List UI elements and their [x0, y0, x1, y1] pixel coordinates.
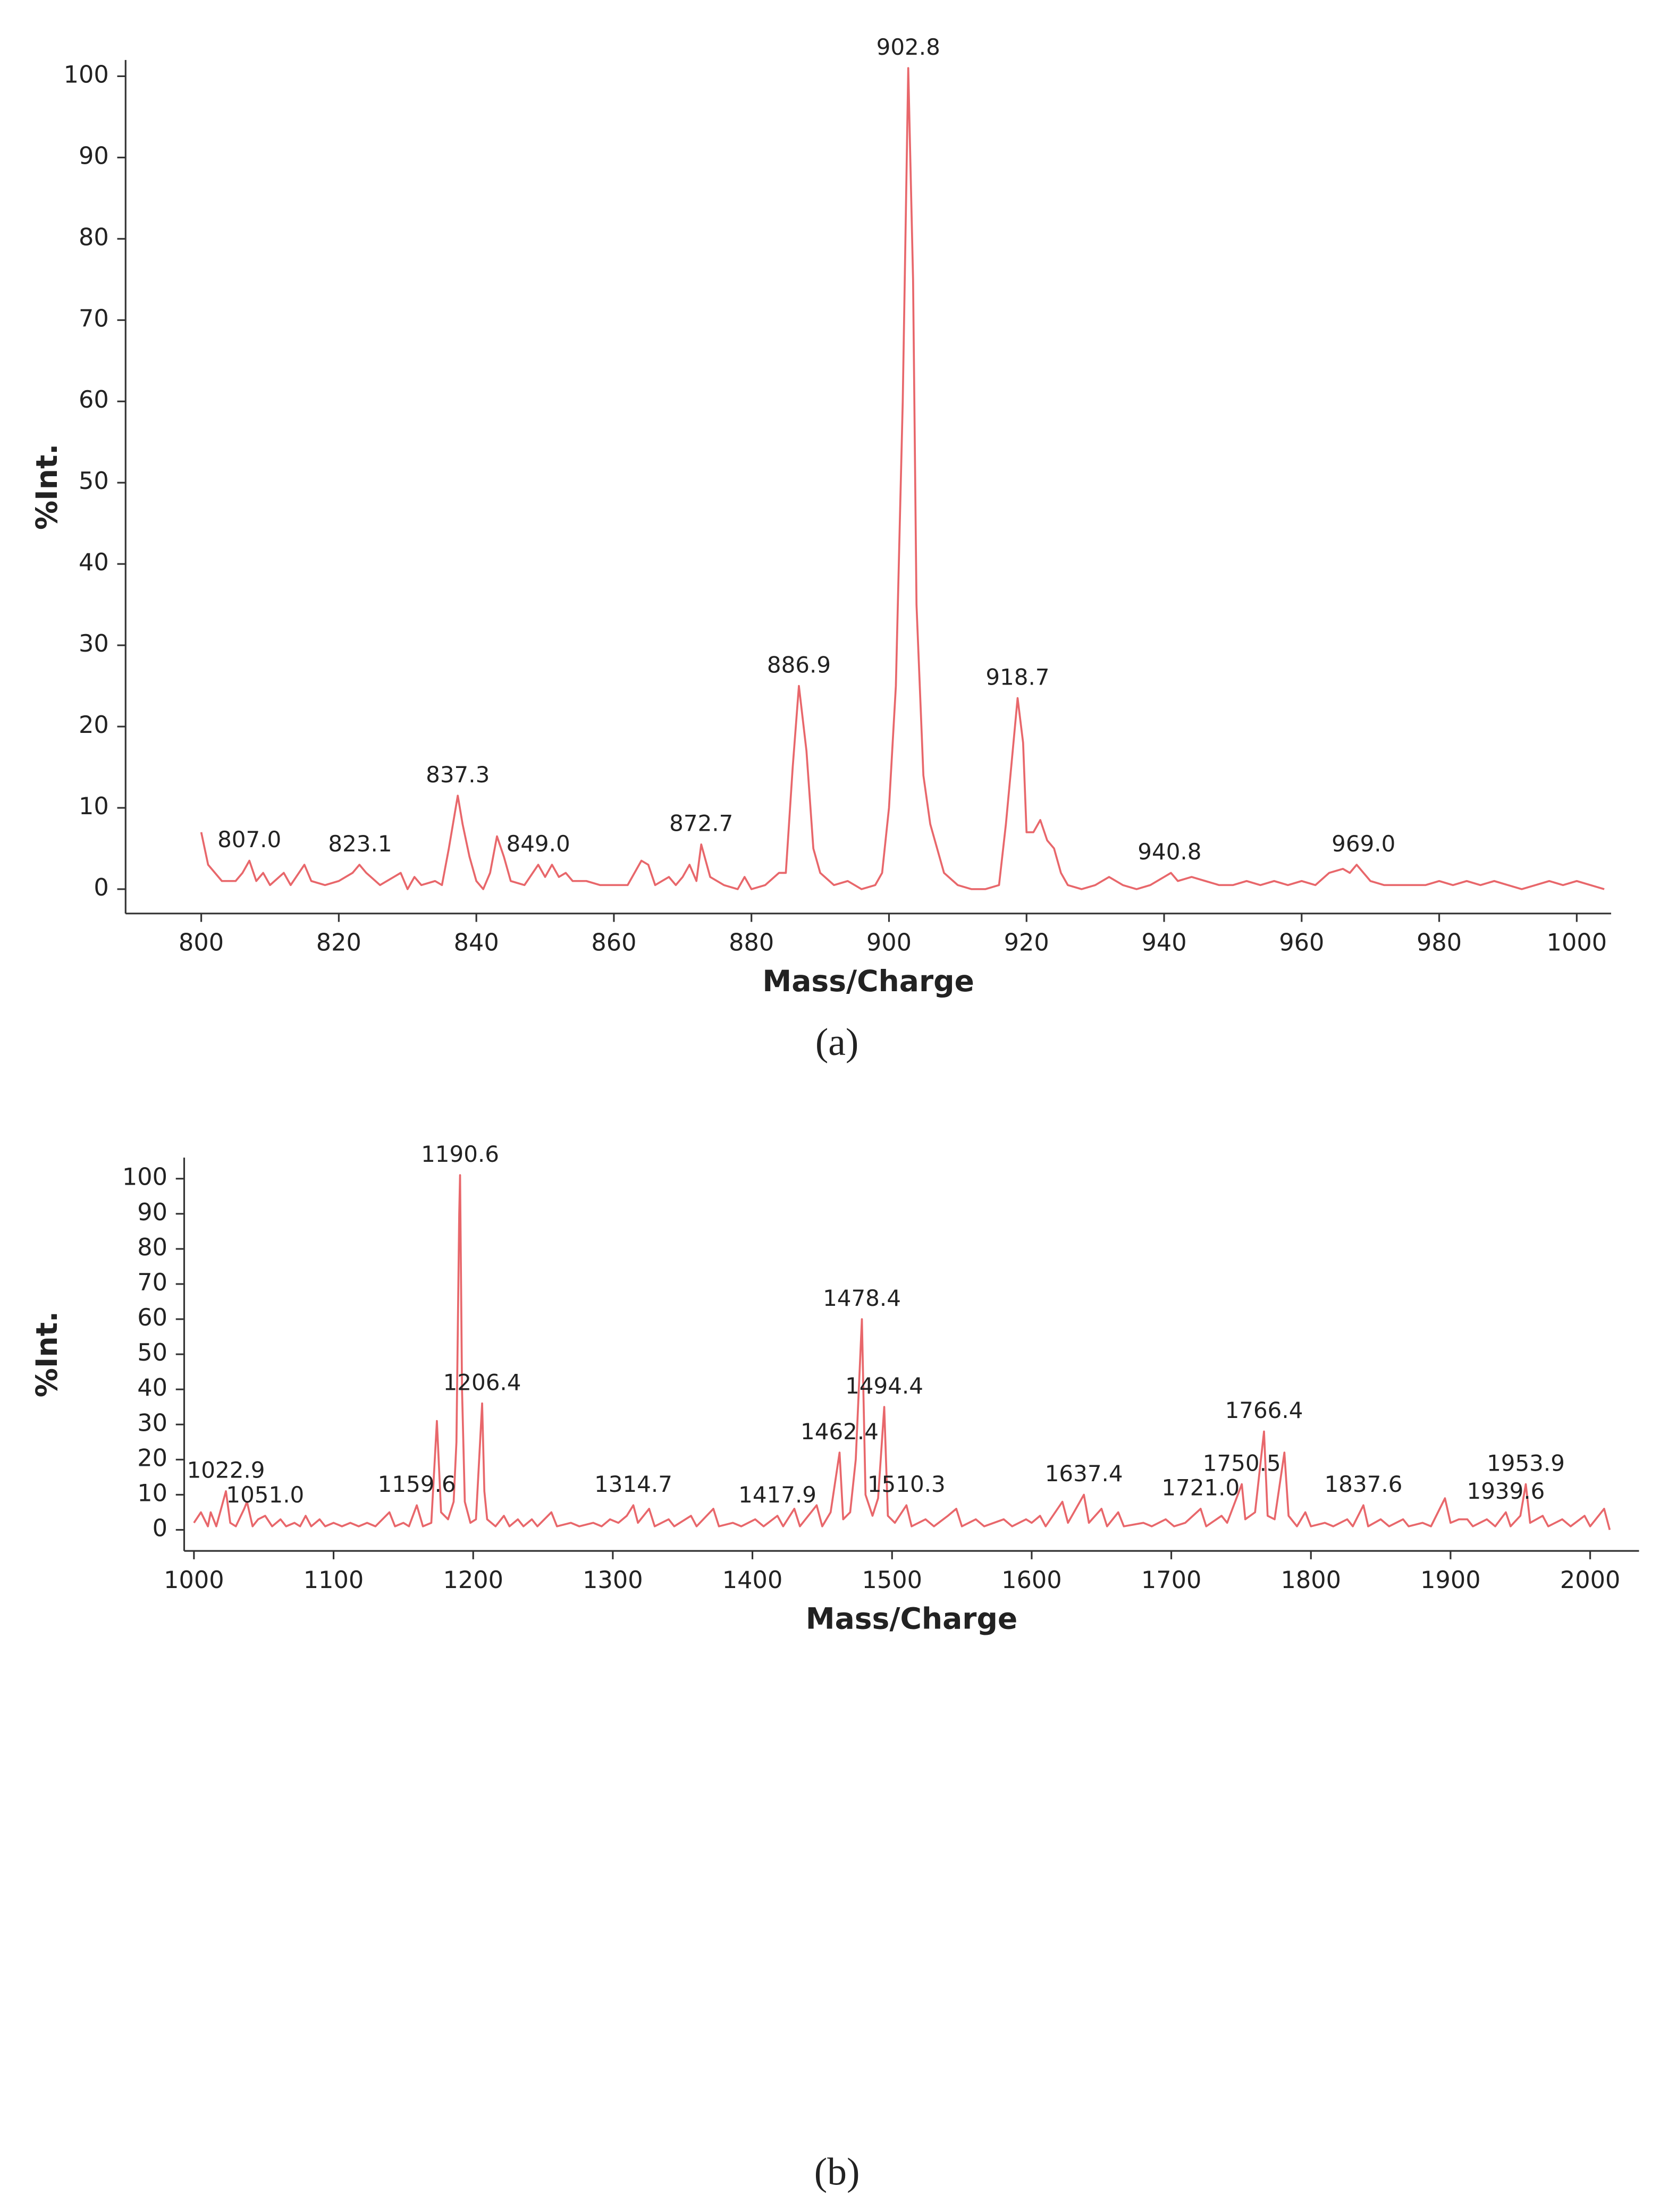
peak-label: 1721.0 — [1161, 1475, 1240, 1501]
x-tick-label: 1700 — [1141, 1566, 1202, 1594]
x-tick-label: 920 — [1004, 929, 1049, 957]
y-tick-label: 0 — [153, 1514, 167, 1542]
x-tick-label: 1200 — [443, 1566, 503, 1594]
caption: (b) — [814, 2150, 860, 2193]
y-axis-title: %Int. — [30, 444, 64, 530]
peak-label: 1766.4 — [1225, 1397, 1303, 1423]
x-tick-label: 980 — [1417, 929, 1462, 957]
x-tick-label: 1900 — [1420, 1566, 1481, 1594]
peak-label: 886.9 — [767, 652, 831, 678]
y-tick-label: 10 — [79, 792, 109, 820]
peak-label: 1051.0 — [226, 1482, 304, 1508]
y-tick-label: 80 — [137, 1234, 167, 1261]
x-tick-label: 940 — [1141, 929, 1186, 957]
peak-label: 969.0 — [1332, 831, 1395, 857]
y-tick-label: 40 — [79, 548, 109, 576]
caption: (a) — [815, 1020, 859, 1063]
peak-label: 1314.7 — [594, 1471, 672, 1497]
peak-label: 837.3 — [426, 762, 490, 788]
y-tick-label: 30 — [79, 630, 109, 657]
peak-label: 823.1 — [328, 831, 392, 857]
peak-label: 1190.6 — [421, 1141, 499, 1167]
x-tick-label: 840 — [454, 929, 499, 957]
y-tick-label: 0 — [94, 874, 108, 901]
y-tick-label: 10 — [137, 1479, 167, 1507]
y-tick-label: 60 — [79, 386, 109, 413]
y-tick-label: 20 — [137, 1444, 167, 1472]
peak-label: 1159.6 — [378, 1471, 456, 1497]
peak-label: 1953.9 — [1487, 1450, 1565, 1476]
y-tick-label: 50 — [79, 467, 109, 495]
peak-label: 872.7 — [669, 810, 733, 837]
y-tick-label: 30 — [137, 1409, 167, 1437]
y-tick-label: 20 — [79, 711, 109, 739]
y-tick-label: 90 — [79, 142, 109, 170]
x-tick-label: 1400 — [722, 1566, 783, 1594]
peak-label: 1637.4 — [1045, 1460, 1123, 1487]
peak-label: 1478.4 — [823, 1285, 901, 1311]
y-axis-title: %Int. — [30, 1311, 64, 1397]
x-tick-label: 2000 — [1560, 1566, 1621, 1594]
y-tick-label: 70 — [137, 1269, 167, 1296]
peak-label: 1206.4 — [443, 1369, 521, 1395]
peak-label: 1494.4 — [845, 1373, 923, 1399]
x-tick-label: 820 — [316, 929, 361, 957]
y-tick-label: 80 — [79, 223, 109, 251]
x-tick-label: 1300 — [583, 1566, 643, 1594]
y-tick-label: 70 — [79, 305, 109, 332]
x-tick-label: 1800 — [1280, 1566, 1341, 1594]
x-tick-label: 900 — [866, 929, 912, 957]
x-axis-title: Mass/Charge — [806, 1601, 1018, 1635]
x-tick-label: 880 — [729, 929, 774, 957]
x-tick-label: 960 — [1279, 929, 1324, 957]
y-tick-label: 40 — [137, 1374, 167, 1402]
y-tick-label: 100 — [64, 61, 109, 88]
peak-label: 918.7 — [985, 664, 1049, 690]
peak-label: 1510.3 — [867, 1471, 946, 1497]
peak-label: 902.8 — [877, 34, 940, 60]
x-tick-label: 1000 — [164, 1566, 224, 1594]
peak-label: 1022.9 — [187, 1457, 265, 1483]
x-tick-label: 1000 — [1547, 929, 1607, 957]
spectrum-line — [193, 1174, 1611, 1530]
peak-label: 1837.6 — [1325, 1471, 1403, 1497]
x-tick-label: 1500 — [862, 1566, 922, 1594]
x-axis-title: Mass/Charge — [762, 964, 974, 998]
x-tick-label: 1600 — [1001, 1566, 1062, 1594]
x-tick-label: 800 — [179, 929, 224, 957]
peak-label: 940.8 — [1137, 839, 1201, 865]
y-tick-label: 60 — [137, 1304, 167, 1331]
peak-label: 1462.4 — [800, 1419, 879, 1445]
peak-label: 1417.9 — [738, 1482, 816, 1508]
peak-label: 849.0 — [507, 831, 570, 857]
peak-label: 807.0 — [217, 826, 281, 852]
peak-label: 1750.5 — [1203, 1450, 1281, 1476]
x-tick-label: 1100 — [304, 1566, 364, 1594]
peak-label: 1939.6 — [1467, 1478, 1545, 1504]
y-tick-label: 90 — [137, 1198, 167, 1226]
spectrum-line — [200, 67, 1605, 890]
y-tick-label: 50 — [137, 1339, 167, 1366]
x-tick-label: 860 — [591, 929, 636, 957]
y-tick-label: 100 — [122, 1163, 167, 1191]
